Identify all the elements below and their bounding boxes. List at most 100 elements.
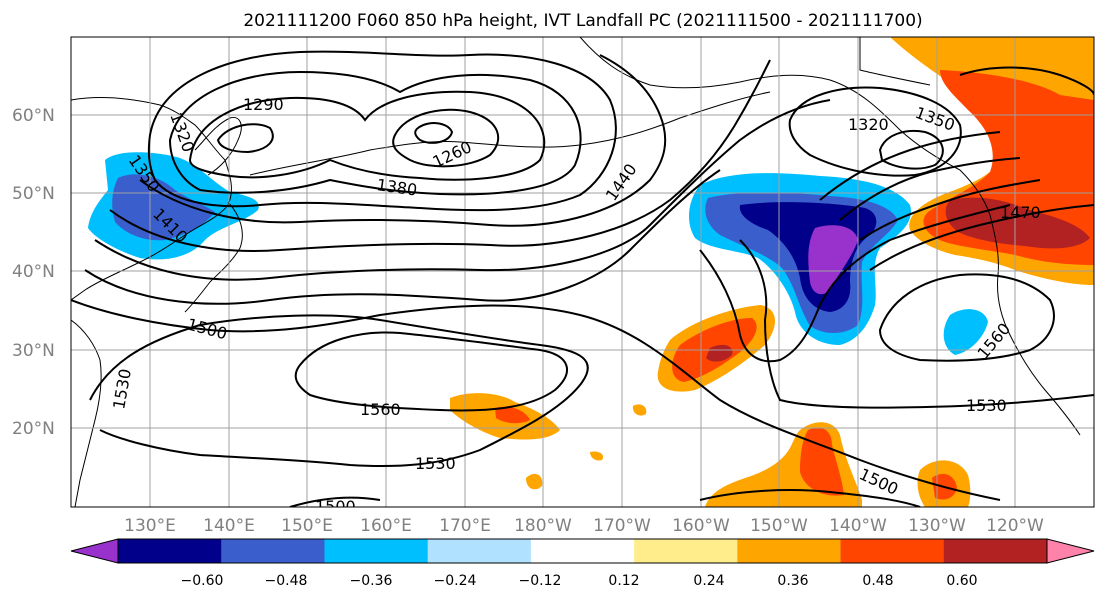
contour-1410 [109, 59, 771, 252]
colorbar-frame [117, 538, 1048, 564]
colorbar-tick-label: 0.36 [777, 573, 808, 589]
ivt-negative-japan-inner [112, 174, 215, 241]
colorbar-bin [840, 539, 945, 563]
latitude-labels: 60°N 50°N 40°N 30°N 20°N [12, 106, 55, 439]
lon-label: 150°E [281, 516, 333, 536]
contour-1380-north [139, 54, 667, 227]
ivt-positive-small-2 [526, 473, 543, 490]
lat-label: 20°N [12, 419, 55, 439]
colorbar-bin [737, 539, 842, 563]
contour-1290 [188, 90, 546, 181]
contour-1500 [71, 299, 1001, 501]
ivt-negative-eastpac [943, 309, 988, 355]
coastline-japan [184, 201, 243, 313]
colorbar-tick-label: 0.12 [608, 573, 639, 589]
colorbar-bin [943, 539, 1048, 563]
contour-1320-northeast [959, 66, 1094, 96]
contour-1260-small [414, 122, 454, 144]
contour-1500-southeast [699, 489, 921, 507]
ivt-positive-small-3 [590, 451, 604, 461]
colorbar-bin [324, 539, 429, 563]
colorbar-ticks: −0.60 −0.48 −0.36 −0.24 −0.12 0.12 0.24 … [181, 573, 978, 589]
contour-1350 [147, 50, 617, 212]
lon-label: 130°W [908, 516, 966, 536]
map-background [71, 37, 1094, 507]
contour-1320 [168, 70, 582, 196]
colorbar-bin [221, 539, 325, 563]
colorbar: −0.60 −0.48 −0.36 −0.24 −0.12 0.12 0.24 … [70, 538, 1095, 589]
ivt-positive-dateline-inner [495, 406, 530, 424]
lon-label: 160°E [360, 516, 412, 536]
colorbar-bin [118, 539, 222, 563]
ivt-positive-south-inner [800, 427, 844, 496]
contour-label: 1530 [966, 396, 1007, 415]
lon-label: 150°W [750, 516, 808, 536]
coastline-asia [71, 97, 232, 301]
map-content: 1290 1320 1350 1410 1260 1380 1440 1320 … [71, 37, 1094, 516]
contour-1470 [84, 169, 721, 305]
colorbar-tick-label: −0.36 [350, 573, 393, 589]
coastline-alaska-north [859, 37, 931, 86]
lat-label: 30°N [12, 341, 55, 361]
lon-label: 160°W [672, 516, 730, 536]
contour-1260-west [216, 123, 274, 154]
contour-1530-east [739, 239, 1094, 409]
contour-1530 [89, 314, 589, 468]
ivt-positive-northwest-strong [945, 197, 1090, 249]
lon-label: 180°W [514, 516, 572, 536]
ivt-positive-small-1 [632, 404, 647, 416]
coastline-aleutians [249, 91, 771, 176]
colorbar-tick-label: 0.60 [946, 573, 977, 589]
coastline-north-america [959, 169, 1081, 436]
colorbar-bin [427, 539, 532, 563]
contour-label: 1560 [360, 400, 401, 419]
colorbar-tick-label: −0.12 [519, 573, 562, 589]
height-contours [71, 50, 1094, 507]
contour-1440 [94, 99, 831, 281]
map-frame [70, 36, 1095, 508]
contour-1350-east [788, 86, 962, 177]
contour-1320-east [878, 130, 944, 170]
lon-label: 120°W [986, 516, 1044, 536]
lat-label: 60°N [12, 106, 55, 126]
contour-label: 1470 [1000, 203, 1041, 222]
contour-1380-east [819, 131, 1001, 201]
contour-label: 1500 [315, 497, 356, 516]
contour-1470-east [869, 204, 1094, 271]
colorbar-extend-min [70, 538, 119, 564]
chart-title: 2021111200 F060 850 hPa height, IVT Land… [243, 11, 922, 31]
lon-label: 130°E [124, 516, 176, 536]
coastline-alaska [579, 37, 961, 171]
lon-label: 140°W [829, 516, 887, 536]
contour-1260 [392, 108, 500, 168]
colorbar-tick-label: −0.24 [434, 573, 477, 589]
colorbar-tick-label: 0.48 [862, 573, 893, 589]
lon-label: 140°E [203, 516, 255, 536]
colorbar-tick-label: −0.60 [181, 573, 224, 589]
contour-1500-east [699, 204, 1011, 363]
colorbar-bin [530, 539, 635, 563]
colorbar-bins [118, 539, 1048, 563]
ivt-positive-subtropic-core [706, 344, 733, 362]
longitude-labels: 130°E 140°E 150°E 160°E 170°E 180°W 170°… [124, 516, 1044, 536]
contour-1560 [294, 331, 568, 412]
lon-label: 170°W [593, 516, 651, 536]
contour-1500-south [289, 496, 381, 507]
colorbar-tick-label: −0.48 [265, 573, 308, 589]
coastlines [71, 37, 1081, 507]
contour-label: 1530 [415, 454, 456, 473]
colorbar-extend-max [1046, 538, 1095, 564]
map-panel: 1290 1320 1350 1410 1260 1380 1440 1320 … [70, 36, 1095, 516]
contour-label: 1320 [848, 115, 889, 134]
contour-label: 1290 [243, 95, 284, 114]
coastline-china [71, 319, 102, 507]
coastline-kamchatka [194, 116, 242, 176]
contour-1560-east [878, 273, 1055, 362]
lat-label: 40°N [12, 262, 55, 282]
lat-label: 50°N [12, 184, 55, 204]
lon-label: 170°E [439, 516, 491, 536]
contour-1440-east [859, 179, 1041, 241]
ivt-negative-pacific-max [808, 225, 858, 295]
colorbar-bin [634, 539, 738, 563]
